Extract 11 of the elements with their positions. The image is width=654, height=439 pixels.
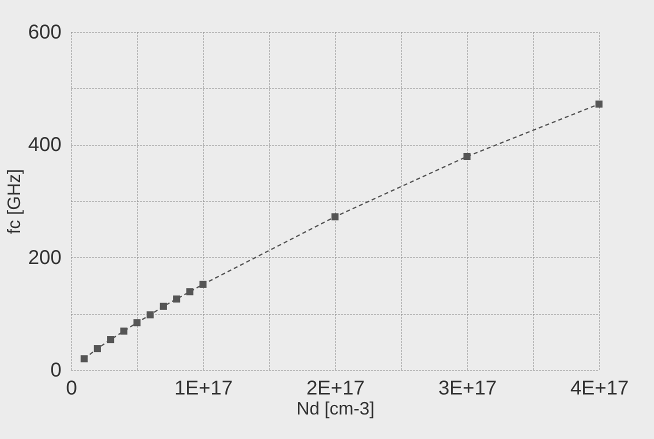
y-tick-label: 600 xyxy=(28,22,62,44)
y-tick-label: 200 xyxy=(28,246,62,269)
y-tick-label: 400 xyxy=(28,134,62,156)
x-tick-label: 2E+17 xyxy=(306,378,365,400)
x-axis-title: Nd [cm-3] xyxy=(296,398,375,418)
x-tick-label: 4E+17 xyxy=(570,378,629,400)
x-tick-label: 3E+17 xyxy=(438,378,497,400)
y-tick-label: 0 xyxy=(50,360,62,382)
x-tick-label: 0 xyxy=(66,378,78,400)
x-tick-label: 1E+17 xyxy=(174,378,233,400)
y-axis-title: fc [GHz] xyxy=(4,168,24,234)
